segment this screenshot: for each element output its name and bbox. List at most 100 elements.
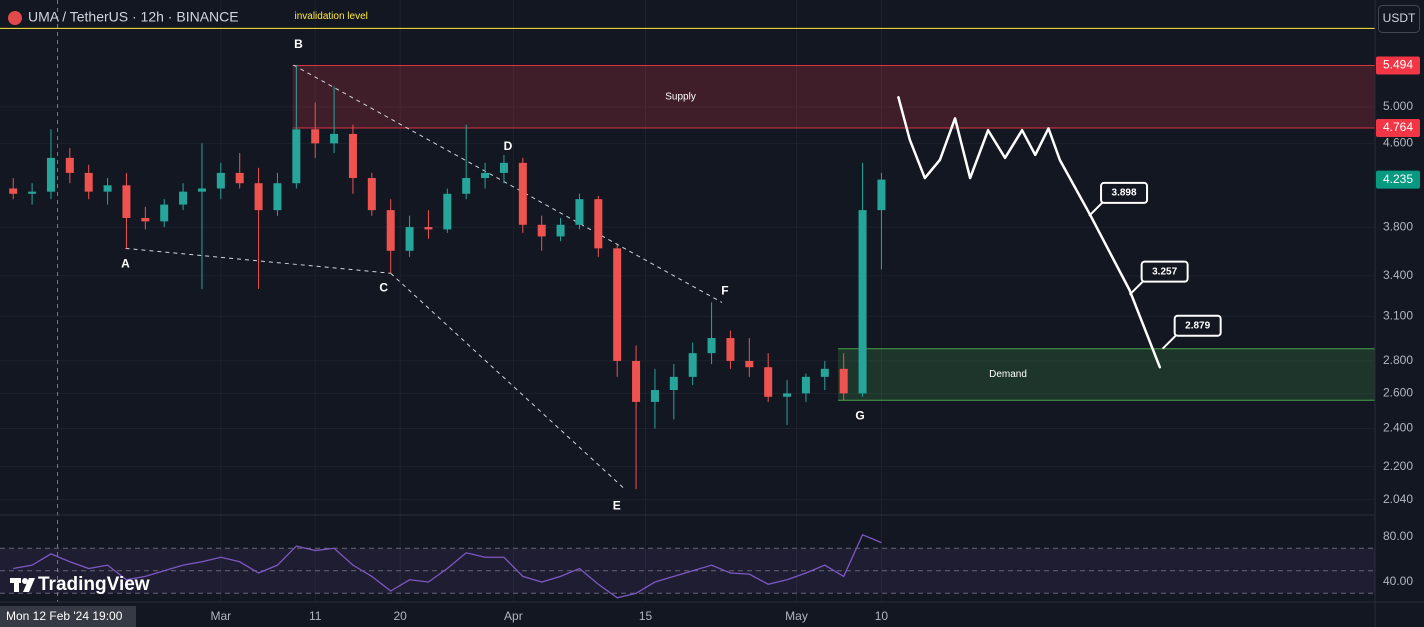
- rsi-tick-label: 80.00: [1383, 529, 1413, 543]
- wave-label: E: [613, 498, 621, 512]
- candle-body: [348, 133, 357, 179]
- symbol-title: UMA / TetherUS · 12h · BINANCE: [28, 9, 239, 25]
- candle-body: [801, 376, 810, 394]
- zone-label: Demand: [989, 369, 1027, 380]
- plot: Supply Demand invalidation level A B C D E F G 3.8…: [0, 11, 1375, 599]
- y-tick-label: 3.800: [1383, 219, 1413, 233]
- last-price-label: 4.235: [1383, 172, 1413, 186]
- y-tick-label: 2.800: [1383, 353, 1413, 367]
- candle-body: [197, 188, 206, 192]
- candle-body: [613, 248, 622, 361]
- candle-body: [839, 368, 848, 394]
- candle-body: [141, 217, 150, 222]
- zone: [292, 65, 1375, 129]
- logo-mark: [23, 578, 35, 592]
- candle-body: [386, 210, 395, 251]
- currency-button[interactable]: [1378, 5, 1420, 33]
- candle-body: [28, 191, 37, 194]
- x-tick-label: 11: [309, 609, 322, 623]
- candle-body: [311, 129, 320, 144]
- wave-label: G: [855, 408, 864, 422]
- candle-body: [84, 172, 93, 192]
- y-tick-label: 2.400: [1383, 421, 1413, 435]
- y-tick-label: 2.040: [1383, 492, 1413, 506]
- logo-mark: [14, 578, 19, 592]
- x-tick-label: 15: [639, 609, 653, 623]
- wave-line: [390, 272, 626, 490]
- target-label: 2.879: [1185, 320, 1210, 331]
- candle-body: [292, 129, 301, 184]
- candle-body: [254, 183, 263, 211]
- x-tick-label: 10: [875, 609, 889, 623]
- target-box: [1100, 181, 1149, 204]
- candle-body: [235, 172, 244, 184]
- candle-body: [707, 338, 716, 354]
- candle-body: [481, 172, 490, 179]
- target-label: 3.898: [1112, 188, 1137, 199]
- candle-body: [537, 224, 546, 237]
- candle-body: [764, 367, 773, 397]
- candle-body: [858, 210, 867, 394]
- candle-body: [424, 227, 433, 230]
- currency-button-label[interactable]: USDT: [1383, 11, 1416, 25]
- candle-body: [103, 185, 112, 192]
- projection-line: [897, 96, 1162, 369]
- candle-body: [575, 199, 584, 225]
- candle-body: [877, 179, 886, 211]
- zone: [838, 348, 1375, 401]
- y-tick-label: 4.600: [1383, 136, 1413, 150]
- wave-label: D: [504, 139, 513, 153]
- y-tick-label: 2.200: [1383, 459, 1413, 473]
- candle-body: [650, 390, 659, 402]
- candle-body: [9, 188, 18, 194]
- wave-label: A: [121, 257, 130, 271]
- candle-body: [688, 353, 697, 377]
- candle-body: [405, 227, 414, 251]
- wave-label: C: [379, 280, 388, 294]
- candle-body: [820, 368, 829, 377]
- zone-label: Supply: [665, 91, 696, 102]
- candle-body: [669, 376, 678, 391]
- candle-body: [160, 204, 169, 222]
- target-pointer: [1161, 334, 1178, 350]
- price-label: 4.764: [1383, 120, 1413, 134]
- candle-body: [443, 193, 452, 230]
- crosshair-label-box: [0, 606, 136, 627]
- candle-body: [122, 185, 131, 218]
- candle-body: [726, 338, 735, 361]
- candle-body: [179, 191, 188, 205]
- candle-body: [65, 157, 74, 173]
- y-tick-label: 2.600: [1383, 386, 1413, 400]
- candle-body: [518, 162, 527, 225]
- x-tick-label: May: [785, 609, 808, 623]
- candle-body: [632, 360, 641, 402]
- x-tick-label: 20: [393, 609, 407, 623]
- x-tick-label: Apr: [504, 609, 523, 623]
- target-label: 3.257: [1152, 266, 1177, 277]
- candle-body: [330, 133, 339, 144]
- rsi-line: [13, 533, 882, 599]
- candle-body: [594, 199, 603, 249]
- candle-body: [556, 224, 565, 237]
- x-tick-label: Mar: [210, 609, 231, 623]
- logo-mark: [22, 578, 28, 584]
- candle-body: [462, 178, 471, 194]
- rsi-tick-label: 40.00: [1383, 574, 1413, 588]
- candle-body: [216, 172, 225, 189]
- overlay: 2.040 2.200 2.400 2.600 2.800 3.100 3.400 3.800…: [210, 56, 1420, 623]
- price-label-box: [1376, 56, 1420, 75]
- candle-body: [745, 360, 754, 368]
- wave-label: B: [294, 37, 303, 51]
- price-label: 5.494: [1383, 58, 1413, 72]
- candle-body: [367, 178, 376, 211]
- target-pointer: [1128, 279, 1145, 296]
- y-tick-label: 3.100: [1383, 308, 1413, 322]
- wave-label: F: [721, 284, 728, 298]
- logo: TradingView: [10, 574, 150, 595]
- logo-text: TradingView: [38, 574, 150, 595]
- target-box: [1140, 260, 1189, 283]
- symbol-icon: [8, 11, 22, 25]
- target-box: [1173, 314, 1222, 337]
- crosshair-label: Mon 12 Feb '24 19:00: [6, 609, 123, 623]
